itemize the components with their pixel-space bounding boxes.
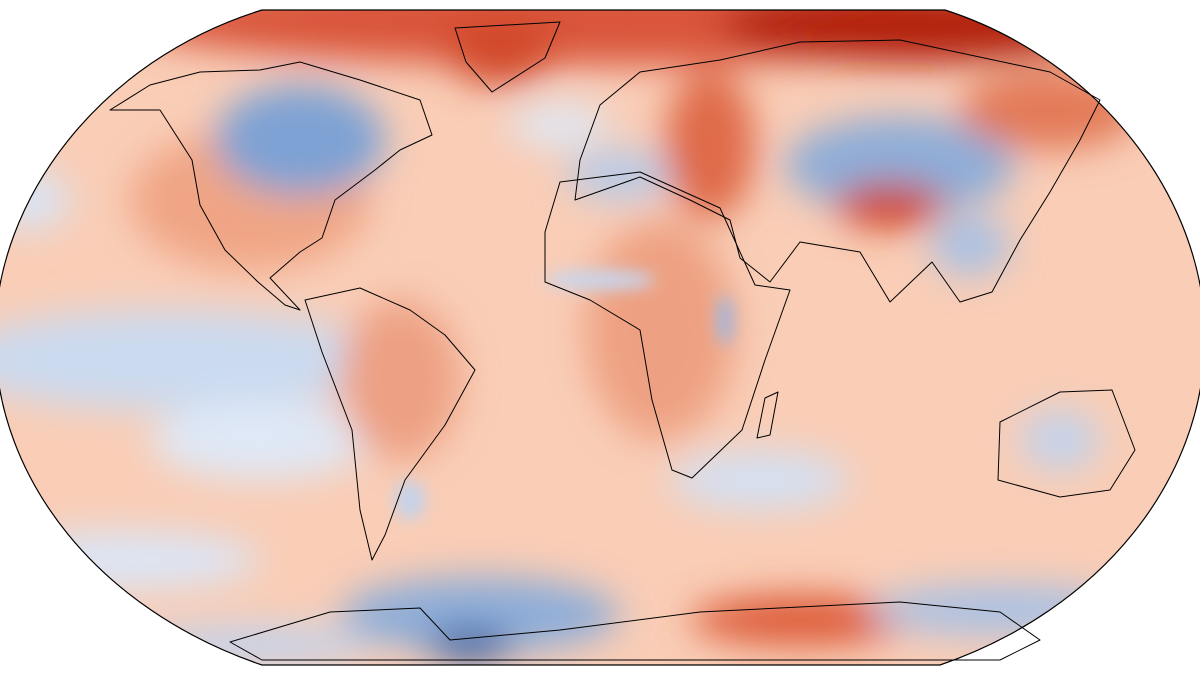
south-america (304, 287, 476, 561)
eurasia (574, 39, 1101, 303)
coastlines (109, 21, 1136, 661)
map-border (0, 9, 1200, 666)
anomaly-blobs (0, 10, 1140, 665)
antarctica (229, 601, 1041, 661)
greenland (454, 21, 561, 93)
north-america (109, 61, 433, 311)
africa (544, 171, 791, 479)
australia (997, 389, 1136, 498)
anomaly-details (395, 270, 733, 520)
madagascar (756, 391, 779, 439)
